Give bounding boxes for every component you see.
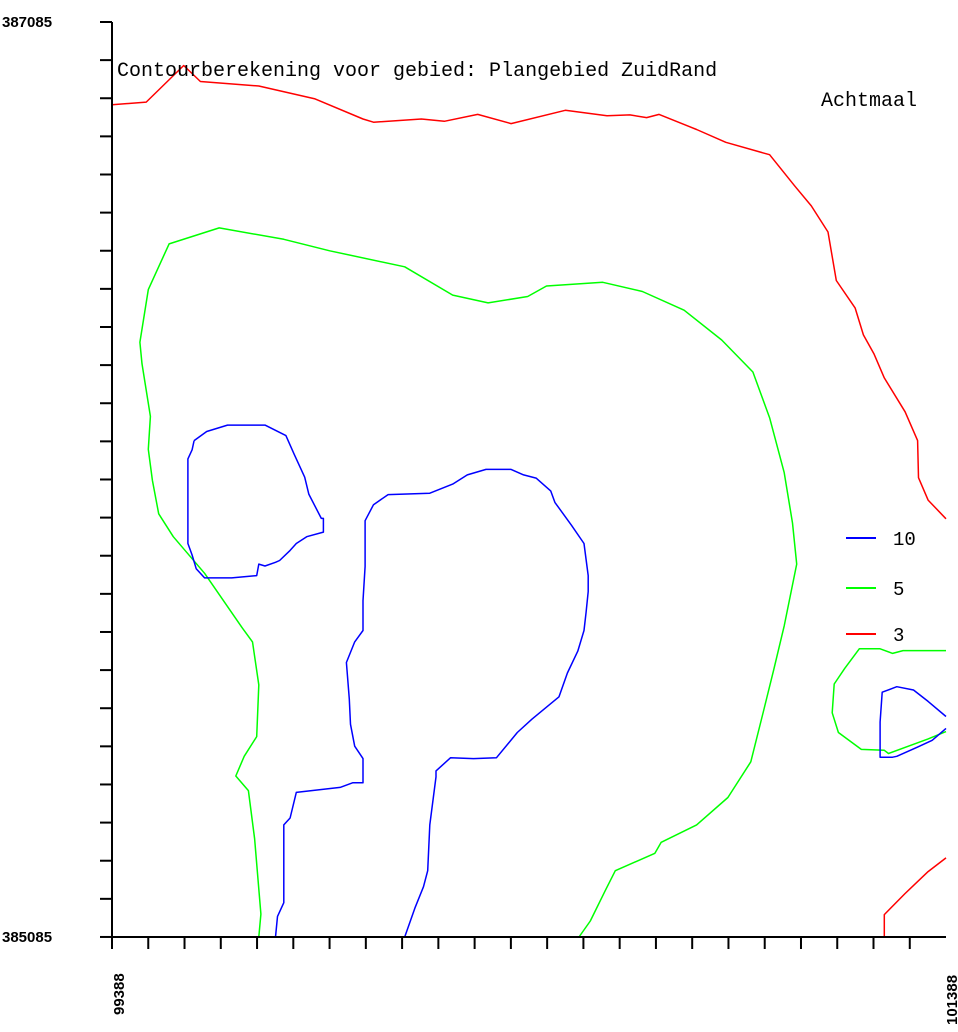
contour-10-segment-1 xyxy=(274,468,589,938)
contour-3-segment-2 xyxy=(883,857,947,937)
legend-label-10: 10 xyxy=(893,529,916,551)
y-tick-label-top: 387085 xyxy=(2,14,52,31)
legend-label-3: 3 xyxy=(893,625,904,647)
legend-label-5: 5 xyxy=(893,579,904,601)
y-tick-label-bottom: 385085 xyxy=(2,929,52,946)
axes xyxy=(111,22,946,938)
contour-3-segment-1 xyxy=(111,64,947,520)
chart-subtitle: Achtmaal xyxy=(821,90,917,113)
legend: 10 5 3 xyxy=(846,529,916,647)
x-tick-label-left: 99388 xyxy=(111,973,128,1015)
contour-5-segment-2 xyxy=(831,648,947,755)
x-axis-ticks xyxy=(111,937,911,949)
chart-title: Contourberekening voor gebied: Plangebie… xyxy=(117,60,717,83)
x-tick-label-right: 101388 xyxy=(944,975,958,1025)
y-axis-ticks xyxy=(100,21,112,938)
contour-lines xyxy=(111,64,947,938)
contour-10-segment-2 xyxy=(187,424,325,579)
contour-5-segment-1 xyxy=(139,227,798,938)
contour-10-segment-3 xyxy=(879,685,947,758)
